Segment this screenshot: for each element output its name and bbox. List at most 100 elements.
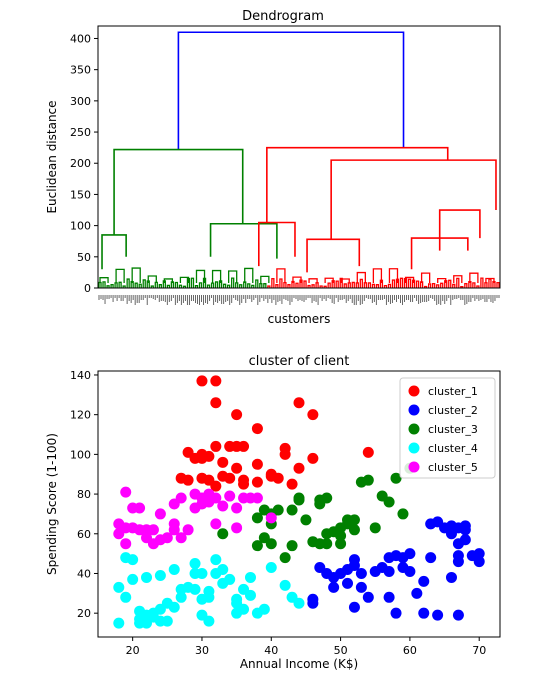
scatter-points xyxy=(113,375,485,629)
legend-marker xyxy=(408,461,420,473)
scatter-point-cluster_4 xyxy=(196,567,208,579)
scatter-point-cluster_4 xyxy=(175,591,187,603)
y-tick-label: 60 xyxy=(77,528,91,541)
scatter-point-cluster_1 xyxy=(362,446,374,458)
scatter-xlabel: Annual Income (K$) xyxy=(240,657,358,671)
dendrogram-mid-link xyxy=(147,275,157,284)
scatter-point-cluster_3 xyxy=(286,540,298,552)
scatter-point-cluster_3 xyxy=(293,492,305,504)
dendrogram-mid-link xyxy=(485,277,495,284)
dendrogram-leaf-link xyxy=(150,285,154,288)
scatter-point-cluster_3 xyxy=(390,472,402,484)
scatter-point-cluster_5 xyxy=(182,524,194,536)
scatter-point-cluster_1 xyxy=(286,478,298,490)
y-tick-label: 40 xyxy=(77,567,91,580)
scatter-frame xyxy=(97,370,501,638)
legend-label: cluster_2 xyxy=(428,404,478,417)
dendrogram-leaf-link xyxy=(118,281,122,288)
y-tick-label: 200 xyxy=(70,157,91,170)
dendrogram-leaf-link xyxy=(247,283,251,288)
scatter-point-cluster_2 xyxy=(383,591,395,603)
scatter-point-cluster_5 xyxy=(161,532,173,544)
y-tick-label: 20 xyxy=(77,607,91,620)
y-tick-label: 100 xyxy=(70,448,91,461)
dendrogram-leaf-link xyxy=(166,284,171,288)
scatter-point-cluster_3 xyxy=(300,514,312,526)
scatter-point-cluster_3 xyxy=(272,504,284,516)
scatter-point-cluster_5 xyxy=(217,500,229,512)
dendrogram-leaf-link xyxy=(456,277,460,288)
dendrogram-link xyxy=(330,159,497,240)
dendrogram-leaf-link xyxy=(472,282,476,288)
dendrogram-ylabel: Euclidean distance xyxy=(45,100,59,213)
scatter-point-cluster_5 xyxy=(265,512,277,524)
dendrogram-link xyxy=(438,209,481,251)
y-tick-label: 150 xyxy=(70,188,91,201)
scatter-point-cluster_3 xyxy=(314,538,326,550)
dendrogram-mid-link xyxy=(404,276,415,284)
scatter-point-cluster_1 xyxy=(251,476,263,488)
scatter-point-cluster_3 xyxy=(286,504,298,516)
dendrogram-leaf-link xyxy=(126,278,130,288)
dendrogram-leaf-link xyxy=(399,277,404,288)
y-tick-label: 300 xyxy=(70,95,91,108)
dendrogram-mid-link xyxy=(260,275,270,284)
dendrogram-mid-link xyxy=(115,268,125,284)
scatter-point-cluster_4 xyxy=(258,603,270,615)
dendrogram-mid-link xyxy=(179,276,190,284)
y-tick-label: 50 xyxy=(77,251,91,264)
scatter-point-cluster_4 xyxy=(127,573,139,585)
dendrogram-leaf-link xyxy=(436,284,440,288)
scatter-point-cluster_3 xyxy=(265,538,277,550)
y-tick-label: 100 xyxy=(70,220,91,233)
scatter-axes: 20 30 40 50 60 70 20 40 60 80 100 120 140 xyxy=(70,369,486,657)
scatter-point-cluster_3 xyxy=(383,496,395,508)
scatter-point-cluster_1 xyxy=(272,472,284,484)
scatter-point-cluster_1 xyxy=(251,458,263,470)
scatter-point-cluster_4 xyxy=(189,583,201,595)
scatter-point-cluster_4 xyxy=(244,571,256,583)
dendrogram-mid-link xyxy=(292,276,302,284)
y-tick-label: 250 xyxy=(70,126,91,139)
scatter-point-cluster_1 xyxy=(196,452,208,464)
scatter-point-cluster_2 xyxy=(411,587,423,599)
scatter-point-cluster_2 xyxy=(404,548,416,560)
dendrogram-mid-link xyxy=(372,268,383,284)
dendrogram-leaf-link xyxy=(263,283,267,288)
dendrogram-leaf-link xyxy=(142,279,146,288)
dendrogram-chart: Dendrogram 0 50 100 150 200 250 300 350 400 cust… xyxy=(45,9,501,326)
dendrogram-link xyxy=(113,148,244,235)
scatter-point-cluster_5 xyxy=(154,508,166,520)
dendrogram-leaf-link xyxy=(375,284,380,288)
scatter-point-cluster_2 xyxy=(452,609,464,621)
dendrogram-mid-link xyxy=(388,268,399,284)
scatter-point-cluster_3 xyxy=(279,552,291,564)
dendrogram-leaf-link xyxy=(407,278,412,288)
dendrogram-leaf-link xyxy=(134,282,138,288)
scatter-point-cluster_4 xyxy=(127,554,139,566)
dendrogram-link xyxy=(101,234,127,270)
scatter-point-cluster_4 xyxy=(168,564,180,576)
scatter-point-cluster_1 xyxy=(231,462,243,474)
x-tick-label: 40 xyxy=(264,644,278,657)
dendrogram-leaf-link xyxy=(371,283,376,288)
scatter-point-cluster_4 xyxy=(238,603,250,615)
dendrogram-leaf-link xyxy=(343,283,347,288)
scatter-point-cluster_1 xyxy=(210,440,222,452)
dendrogram-link xyxy=(306,238,361,273)
dendrogram-leaf-link xyxy=(106,285,110,288)
scatter-point-cluster_5 xyxy=(210,492,222,504)
dendrogram-leaf-link xyxy=(214,281,219,288)
scatter-point-cluster_5 xyxy=(210,518,222,530)
x-tick-label: 30 xyxy=(195,644,209,657)
scatter-point-cluster_4 xyxy=(154,569,166,581)
scatter-point-cluster_3 xyxy=(251,512,263,524)
scatter-point-cluster_1 xyxy=(210,480,222,492)
scatter-point-cluster_4 xyxy=(161,615,173,627)
scatter-point-cluster_2 xyxy=(348,601,360,613)
dendrogram-leaf-link xyxy=(267,285,271,288)
legend-label: cluster_4 xyxy=(428,442,478,455)
scatter-point-cluster_2 xyxy=(307,597,319,609)
dendrogram-leaf-link xyxy=(440,282,444,288)
